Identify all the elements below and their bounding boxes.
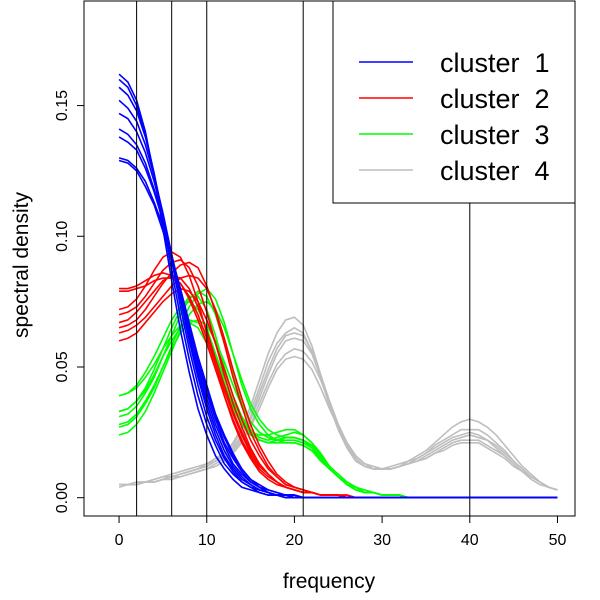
x-tick-label-40: 40	[461, 532, 479, 549]
x-tick-label-10: 10	[198, 532, 216, 549]
x-tick-label-0: 0	[115, 532, 124, 549]
x-axis: 0 10 20 30 40 50	[115, 515, 567, 549]
y-axis-label: spectral density	[10, 192, 33, 338]
x-tick-label-50: 50	[549, 532, 567, 549]
legend-label-cluster-2: cluster 2	[440, 84, 550, 114]
y-tick-label-0.00: 0.00	[54, 482, 71, 513]
x-axis-label: frequency	[283, 570, 376, 593]
legend-label-cluster-4: cluster 4	[440, 156, 550, 186]
cluster-1-curve-9	[118, 159, 558, 499]
x-tick-label-20: 20	[286, 532, 304, 549]
y-tick-label-0.15: 0.15	[54, 90, 71, 121]
y-axis: 0.00 0.05 0.10 0.15	[54, 90, 85, 513]
density-curves	[118, 73, 558, 499]
legend-label-cluster-1: cluster 1	[440, 48, 550, 78]
x-tick-label-30: 30	[373, 532, 391, 549]
y-tick-label-0.05: 0.05	[54, 351, 71, 382]
legend-label-cluster-3: cluster 3	[440, 120, 550, 150]
cluster-4-curve-6	[119, 355, 558, 491]
y-tick-label-0.10: 0.10	[54, 221, 71, 252]
legend: cluster 1 cluster 2 cluster 3 cluster 4	[332, 0, 576, 204]
